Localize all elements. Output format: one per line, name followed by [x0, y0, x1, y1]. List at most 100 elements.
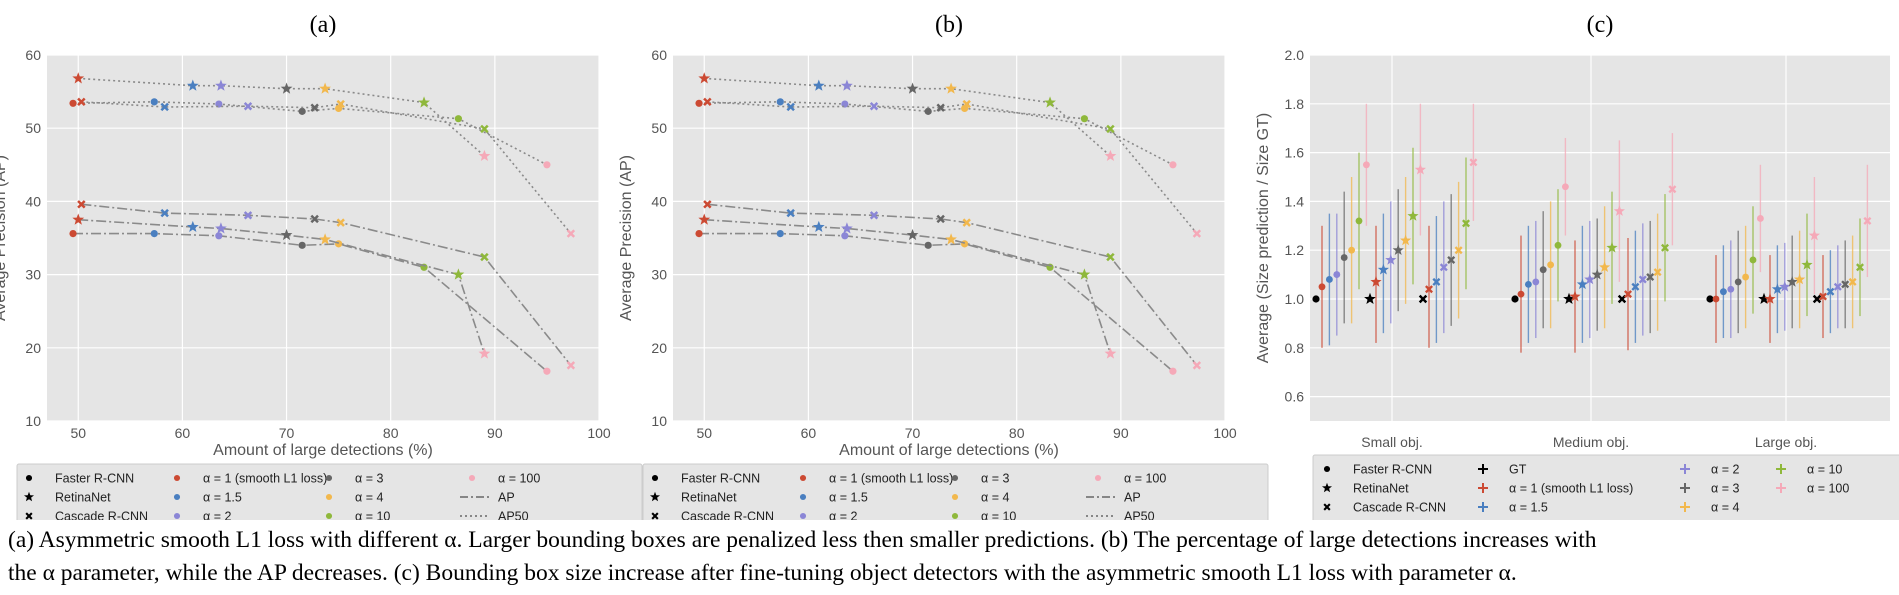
c-legend-label: α = 3	[1711, 482, 1739, 496]
data-point	[243, 102, 253, 111]
data-point	[69, 99, 77, 107]
c-legend-label: α = 10	[1807, 463, 1842, 477]
c-legend-label: Faster R-CNN	[1353, 463, 1432, 477]
data-point	[150, 230, 158, 238]
data-point	[1362, 161, 1370, 169]
x-tick-label: 60	[801, 425, 817, 441]
data-point	[298, 241, 306, 249]
legend-marker	[1478, 483, 1488, 493]
y-tick-label: 20	[651, 340, 667, 356]
data-point	[1848, 277, 1857, 286]
data-point	[336, 99, 345, 109]
x-tick-label: 60	[175, 425, 191, 441]
data-point	[215, 232, 223, 240]
data-point	[1631, 282, 1640, 291]
data-point	[945, 233, 957, 245]
data-point	[1771, 283, 1783, 295]
data-point	[841, 79, 853, 91]
c-legend-label: α = 2	[1711, 463, 1739, 477]
y-tick-label: 30	[25, 267, 41, 283]
x-tick-label: 80	[383, 425, 399, 441]
data-point	[1439, 263, 1448, 272]
data-point	[1576, 278, 1588, 290]
data-point	[186, 220, 199, 233]
x-axis-label: Amount of large detections (%)	[213, 442, 433, 459]
data-point	[1554, 241, 1562, 249]
y-tick-label: 60	[25, 47, 41, 63]
a-legend-label: α = 2	[203, 510, 231, 521]
data-point	[1169, 161, 1177, 169]
b-legend-label: Cascade R-CNN	[681, 510, 774, 521]
x-tick-label: 70	[905, 425, 921, 441]
data-point	[906, 82, 919, 94]
data-point	[160, 102, 169, 112]
data-point	[1106, 124, 1115, 134]
x-axis-label: Amount of large detections (%)	[839, 442, 1059, 459]
data-point	[1318, 283, 1326, 291]
data-point	[160, 208, 169, 218]
legend-marker	[173, 474, 181, 482]
data-point	[1547, 261, 1555, 269]
data-point	[869, 102, 879, 111]
c-legend-label: α = 1 (smooth L1 loss)	[1509, 482, 1633, 496]
data-point	[478, 347, 491, 359]
data-point	[319, 82, 331, 94]
data-point	[1447, 255, 1456, 264]
c-legend-label: Cascade R-CNN	[1353, 501, 1446, 515]
data-point	[1192, 361, 1202, 370]
data-point	[478, 149, 491, 162]
legend-marker	[651, 474, 659, 482]
y-tick-label: 20	[25, 340, 41, 356]
gt-marker	[1706, 295, 1714, 303]
chart-a: 50 60 70 80 90 100 10 20 30 40 50 60 (a) Amount of la…	[0, 12, 643, 521]
data-point	[566, 361, 576, 370]
data-point	[1425, 285, 1433, 294]
data-point	[1794, 273, 1806, 285]
chart-c: 0.6 0.8 1.0 1.2 1.4 1.6 1.8 2.0 Small obj. Medium…	[1255, 12, 1899, 520]
legend-marker	[23, 491, 35, 502]
b-legend-box	[642, 463, 1269, 520]
legend-marker	[468, 474, 476, 482]
data-point	[924, 241, 932, 249]
y-tick-label: 1.4	[1285, 193, 1305, 209]
gt-marker	[1617, 294, 1627, 304]
x-tick-label: 100	[1213, 425, 1237, 441]
chart-title: (a)	[310, 12, 337, 38]
plot-area	[1310, 55, 1890, 421]
data-point	[1432, 277, 1441, 286]
data-point	[695, 99, 703, 107]
data-point	[1192, 229, 1202, 238]
data-point	[319, 233, 331, 245]
data-point	[1668, 185, 1677, 194]
data-point	[703, 200, 712, 209]
a-legend-label: AP50	[498, 510, 529, 521]
x-tick-label: 90	[487, 425, 503, 441]
data-point	[1808, 229, 1820, 241]
data-point	[1801, 258, 1813, 270]
data-point	[480, 252, 489, 262]
data-point	[1469, 158, 1478, 167]
data-point	[1385, 254, 1397, 265]
y-tick-label: 1.8	[1285, 96, 1305, 112]
data-point	[1340, 254, 1348, 261]
x-tick-label: Medium obj.	[1553, 434, 1629, 450]
data-point	[1638, 275, 1647, 284]
y-tick-label: 10	[651, 413, 667, 429]
data-point	[1764, 293, 1776, 304]
data-point	[186, 79, 199, 91]
data-point	[1749, 256, 1757, 264]
data-point	[310, 214, 319, 224]
gt-marker	[1364, 292, 1376, 305]
legend-marker	[651, 512, 659, 520]
legend-marker	[951, 512, 959, 520]
y-axis-label: Average Precision (AP)	[618, 155, 635, 321]
c-legend-label: α = 100	[1807, 482, 1849, 496]
data-point	[786, 102, 795, 112]
b-legend-label: α = 1.5	[829, 491, 868, 505]
b-legend-label: α = 2	[829, 510, 857, 521]
data-point	[1454, 246, 1463, 255]
x-tick-label: 50	[70, 425, 86, 441]
data-point	[1517, 290, 1525, 298]
c-legend-box	[1312, 454, 1899, 520]
data-point	[1786, 276, 1798, 287]
